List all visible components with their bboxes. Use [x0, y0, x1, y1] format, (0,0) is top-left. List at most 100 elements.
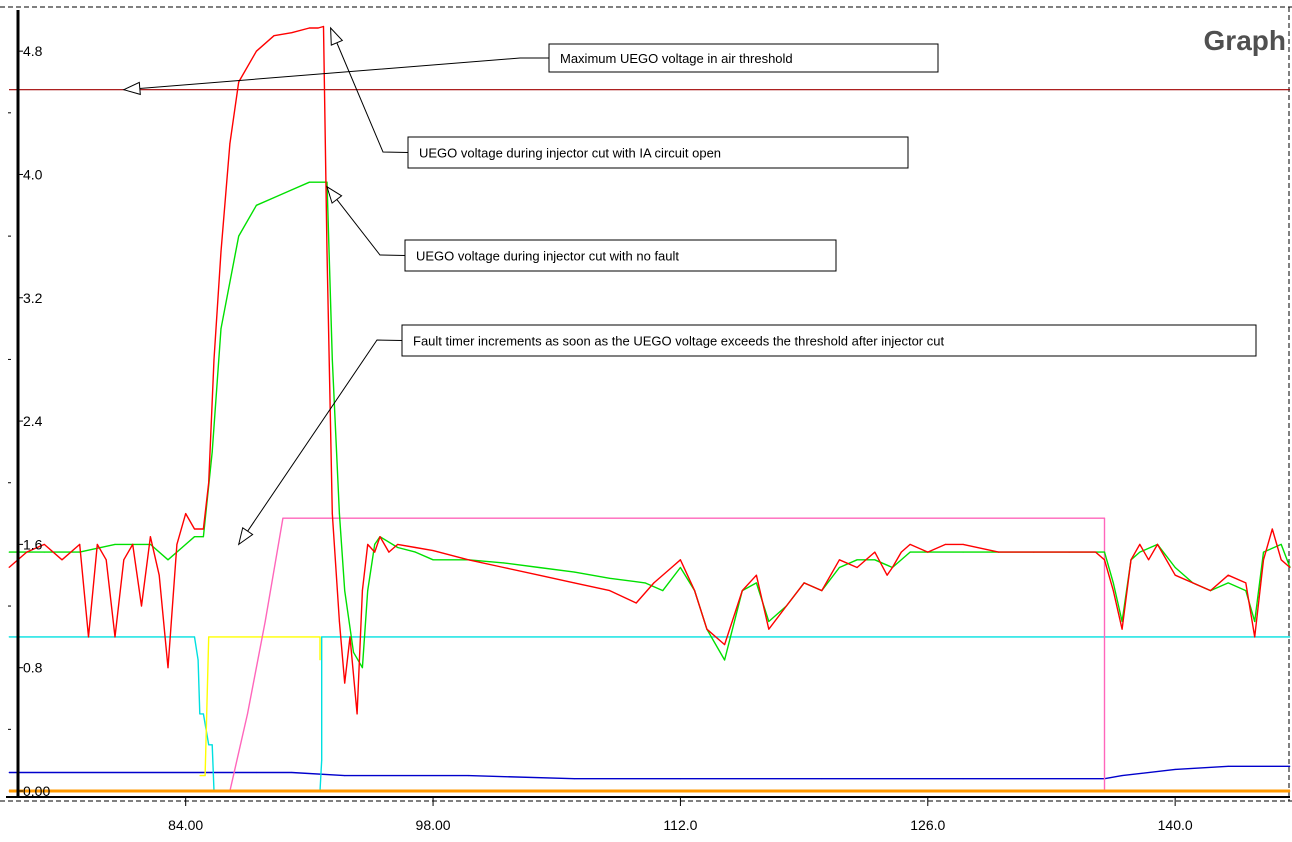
- data-point-uego-no-fault: [211, 451, 213, 453]
- data-point-uego-no-fault: [397, 546, 399, 549]
- data-point-uego-no-fault: [8, 551, 10, 553]
- data-point-uego-no-fault: [367, 590, 369, 592]
- data-point-uego-ia-open: [573, 582, 576, 584]
- data-point-uego-no-fault: [1280, 543, 1282, 546]
- data-point-uego-ia-open: [671, 566, 673, 569]
- annotations-layer: Maximum UEGO voltage in air threshold UEG…: [122, 26, 1257, 546]
- data-point-uego-no-fault: [352, 651, 355, 653]
- data-point-uego-ia-open: [1209, 590, 1212, 592]
- data-point-uego-ia-open: [768, 628, 770, 630]
- data-point-blue-signal: [8, 771, 10, 774]
- y-tick-label: 0.8: [23, 660, 43, 676]
- data-point-uego-ia-open: [114, 636, 116, 638]
- annotation-arrowhead: [237, 526, 254, 546]
- data-point-uego-no-fault: [326, 181, 328, 183]
- data-point-blue-signal: [1227, 765, 1229, 767]
- data-point-uego-ia-open: [1148, 559, 1150, 561]
- data-point-uego-ia-open: [123, 559, 125, 561]
- x-tick-label: 126.0: [910, 817, 945, 833]
- data-point-uego-ia-open: [367, 543, 369, 546]
- data-point-uego-ia-open: [900, 551, 902, 553]
- data-point-uego-ia-open: [1192, 582, 1194, 584]
- data-point-uego-ia-open: [467, 559, 469, 561]
- data-point-uego-ia-open: [1033, 551, 1035, 553]
- chart-title: Graph: [1204, 25, 1286, 56]
- data-point-uego-ia-open: [1280, 559, 1282, 561]
- data-point-cyan-signal: [199, 713, 201, 715]
- data-point-blue-signal: [1289, 765, 1291, 767]
- data-point-yellow-signal: [199, 775, 201, 777]
- x-tick-label: 84.00: [168, 817, 203, 833]
- data-point-uego-ia-open: [176, 543, 178, 546]
- data-point-uego-ia-open: [356, 713, 358, 715]
- data-point-orange-baseline: [8, 790, 10, 792]
- data-point-uego-no-fault: [768, 620, 770, 623]
- data-point-fault-timer: [282, 517, 284, 519]
- data-point-uego-ia-open: [26, 551, 28, 553]
- annotation-box: [548, 43, 939, 73]
- data-point-blue-signal: [291, 771, 293, 774]
- data-point-uego-no-fault: [202, 536, 204, 538]
- annotation-box: [401, 324, 1257, 357]
- data-point-blue-signal: [679, 778, 682, 780]
- annotation-leader: [330, 27, 409, 153]
- data-point-uego-ia-open: [886, 574, 888, 576]
- data-point-uego-ia-open: [838, 559, 841, 561]
- data-point-uego-ia-open: [349, 636, 351, 638]
- y-tick-label: 0.00: [23, 783, 50, 799]
- data-point-orange-baseline: [1289, 790, 1291, 792]
- y-tick-label: 3.2: [23, 290, 43, 306]
- data-point-cyan-signal: [211, 744, 213, 746]
- data-point-uego-ia-open: [140, 605, 143, 607]
- data-point-uego-no-fault: [220, 328, 222, 330]
- data-point-uego-ia-open: [132, 543, 134, 546]
- data-point-yellow-signal: [319, 659, 321, 661]
- annotation-text: UEGO voltage during injector cut with no…: [416, 249, 679, 264]
- data-point-uego-ia-open: [1271, 528, 1273, 530]
- axes-layer: 0.00 0.8 1.6 2.4 3.2 4.0 4.8 84.00 98.00 112.0 126…: [6, 10, 1290, 833]
- annotation-box: [407, 136, 909, 169]
- data-point-uego-no-fault: [344, 590, 346, 592]
- data-point-yellow-signal: [204, 775, 206, 777]
- data-point-uego-ia-open: [185, 513, 187, 515]
- data-point-uego-ia-open: [724, 644, 726, 646]
- data-point-uego-no-fault: [1112, 582, 1114, 584]
- data-point-uego-ia-open: [414, 546, 416, 549]
- annotation-leader: [238, 339, 403, 545]
- data-point-uego-no-fault: [432, 559, 434, 561]
- annotation-arrowhead: [326, 185, 343, 204]
- data-point-uego-ia-open: [213, 358, 215, 360]
- data-point-uego-no-fault: [1254, 620, 1256, 623]
- data-point-uego-ia-open: [149, 536, 151, 538]
- data-point-uego-no-fault: [255, 204, 257, 206]
- data-point-uego-no-fault: [414, 551, 416, 553]
- data-point-uego-no-fault: [1139, 551, 1141, 553]
- annotation-box: [404, 239, 837, 272]
- data-point-uego-ia-open: [388, 551, 390, 553]
- data-point-uego-ia-open: [344, 682, 346, 684]
- data-point-uego-ia-open: [1121, 628, 1123, 630]
- data-point-uego-ia-open: [503, 566, 505, 569]
- data-point-uego-ia-open: [609, 590, 611, 592]
- data-point-uego-ia-open: [338, 620, 340, 623]
- series-line-cyan-signal: [9, 636, 1290, 792]
- data-point-uego-no-fault: [573, 571, 576, 573]
- data-point-uego-no-fault: [662, 590, 664, 592]
- data-point-uego-ia-open: [856, 566, 858, 569]
- annotation-leader: [123, 57, 549, 91]
- data-point-uego-no-fault: [361, 667, 363, 669]
- annotation-text: Fault timer increments as soon as the UE…: [413, 334, 944, 349]
- data-point-uego-no-fault: [291, 189, 293, 191]
- data-point-uego-ia-open: [220, 250, 222, 253]
- data-point-uego-no-fault: [538, 566, 540, 569]
- data-point-uego-no-fault: [273, 197, 275, 199]
- data-point-uego-no-fault: [185, 543, 187, 546]
- data-point-uego-ia-open: [193, 528, 196, 530]
- data-point-uego-ia-open: [326, 250, 328, 253]
- data-point-cyan-signal: [193, 636, 196, 638]
- series-line-blue-signal: [9, 765, 1290, 780]
- annotation-text: UEGO voltage during injector cut with IA…: [419, 146, 721, 161]
- data-point-uego-ia-open: [1130, 559, 1132, 561]
- data-point-uego-ia-open: [1262, 559, 1265, 561]
